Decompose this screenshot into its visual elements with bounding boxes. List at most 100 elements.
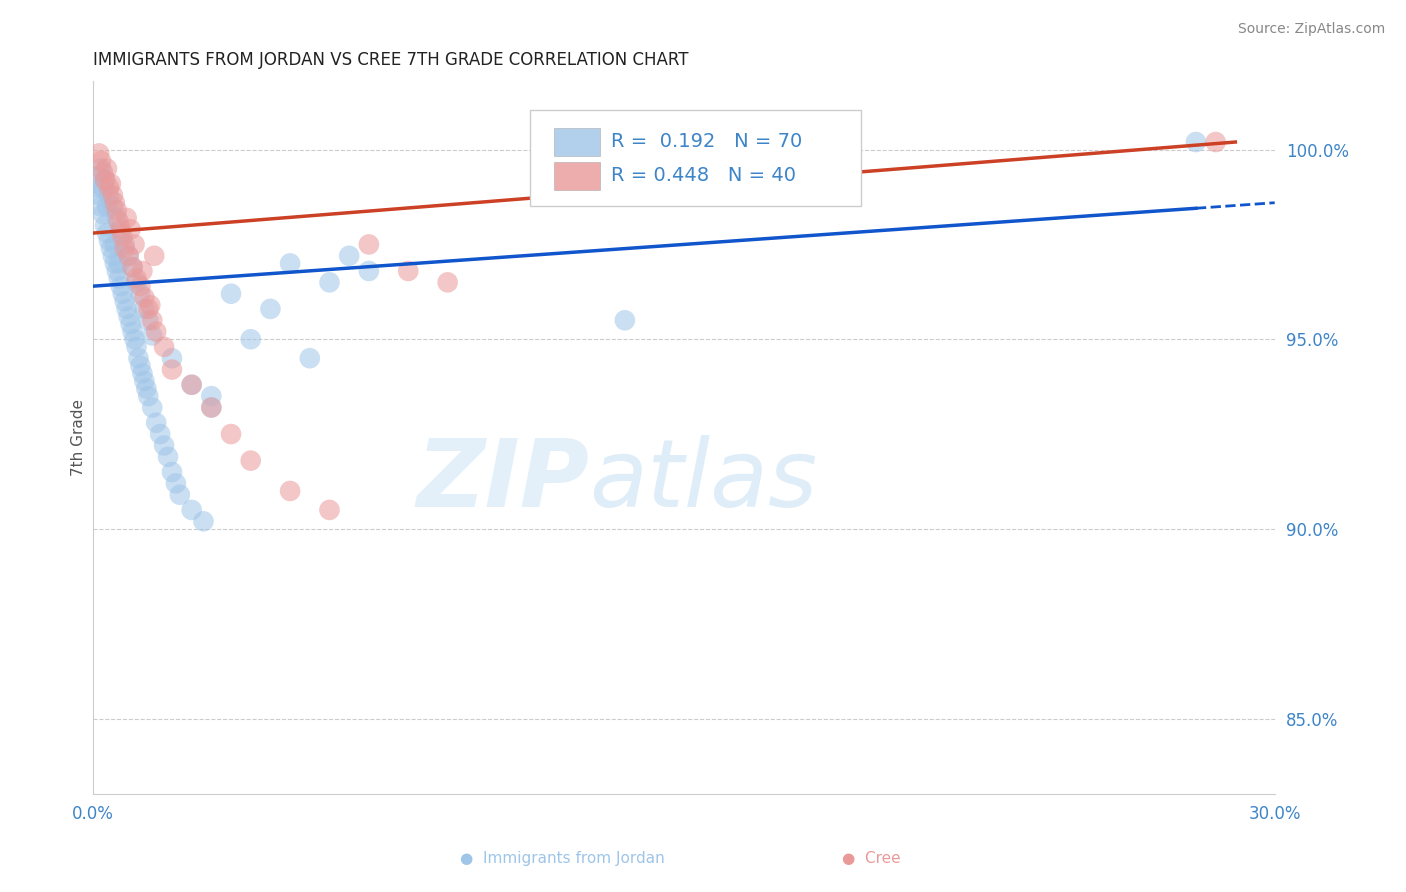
Point <box>180 503 202 517</box>
Point <box>165 476 187 491</box>
Point <box>141 313 163 327</box>
Point <box>131 264 153 278</box>
Point <box>141 401 163 415</box>
Point <box>357 264 380 278</box>
Point <box>110 222 132 236</box>
Point <box>111 230 134 244</box>
Point <box>91 165 114 179</box>
Point <box>101 249 124 263</box>
Text: ZIP: ZIP <box>416 434 589 526</box>
Point <box>156 450 179 464</box>
Text: R = 0.448   N = 40: R = 0.448 N = 40 <box>610 166 796 185</box>
Point <box>193 514 215 528</box>
Text: atlas: atlas <box>589 435 818 526</box>
Point <box>169 488 191 502</box>
Point <box>134 291 156 305</box>
Point <box>100 177 122 191</box>
Point <box>94 219 117 233</box>
Point <box>396 264 419 278</box>
Point <box>298 351 321 366</box>
Y-axis label: 7th Grade: 7th Grade <box>72 400 86 476</box>
Point <box>124 332 146 346</box>
Point <box>104 237 127 252</box>
Point <box>127 351 149 366</box>
Point <box>117 310 139 324</box>
Point <box>149 427 172 442</box>
Point <box>135 382 157 396</box>
Point <box>143 249 166 263</box>
Point <box>180 377 202 392</box>
Point <box>200 401 222 415</box>
Text: R =  0.192   N = 70: R = 0.192 N = 70 <box>610 132 801 151</box>
Point <box>337 249 360 263</box>
Point <box>117 249 139 263</box>
Point <box>141 328 163 343</box>
Point <box>139 298 162 312</box>
Point <box>114 294 136 309</box>
Point <box>153 438 176 452</box>
Point <box>278 256 301 270</box>
Text: ●  Cree: ● Cree <box>842 852 901 866</box>
Point <box>145 416 167 430</box>
Point <box>120 317 142 331</box>
Point <box>96 226 118 240</box>
Point <box>97 180 120 194</box>
Point <box>136 389 159 403</box>
Point <box>107 215 129 229</box>
Point <box>97 234 120 248</box>
Point <box>134 374 156 388</box>
Point <box>110 279 132 293</box>
Point <box>114 237 136 252</box>
Point <box>134 301 156 316</box>
Point <box>613 313 636 327</box>
Point <box>97 188 120 202</box>
Point <box>94 173 117 187</box>
Text: Source: ZipAtlas.com: Source: ZipAtlas.com <box>1237 22 1385 37</box>
Point <box>125 271 148 285</box>
Point <box>239 453 262 467</box>
Text: ●  Immigrants from Jordan: ● Immigrants from Jordan <box>460 852 665 866</box>
Point <box>160 351 183 366</box>
FancyBboxPatch shape <box>554 162 600 190</box>
Point <box>107 256 129 270</box>
Point <box>278 483 301 498</box>
Point <box>90 161 112 176</box>
Point <box>96 161 118 176</box>
Point <box>129 286 152 301</box>
Point <box>180 377 202 392</box>
Point <box>105 203 128 218</box>
Point <box>107 271 129 285</box>
Point <box>357 237 380 252</box>
Point <box>90 200 112 214</box>
FancyBboxPatch shape <box>554 128 600 155</box>
Point <box>121 325 143 339</box>
Point <box>104 256 127 270</box>
Point <box>120 222 142 236</box>
Point <box>105 211 128 225</box>
Point <box>100 241 122 255</box>
Point <box>91 180 114 194</box>
Point <box>87 146 110 161</box>
Point <box>90 153 112 168</box>
Point <box>87 169 110 183</box>
Point <box>86 180 108 194</box>
Point <box>129 279 152 293</box>
Point <box>121 260 143 275</box>
Point <box>105 264 128 278</box>
Point <box>136 313 159 327</box>
Point <box>160 362 183 376</box>
Point <box>436 276 458 290</box>
Point <box>101 200 124 214</box>
Point <box>131 367 153 381</box>
Point <box>125 276 148 290</box>
Point <box>114 241 136 255</box>
Point <box>121 260 143 275</box>
Point <box>96 200 118 214</box>
FancyBboxPatch shape <box>530 110 862 206</box>
Point <box>110 226 132 240</box>
Point <box>104 195 127 210</box>
Point <box>124 237 146 252</box>
Point <box>145 325 167 339</box>
Point <box>318 503 340 517</box>
Point <box>115 301 138 316</box>
